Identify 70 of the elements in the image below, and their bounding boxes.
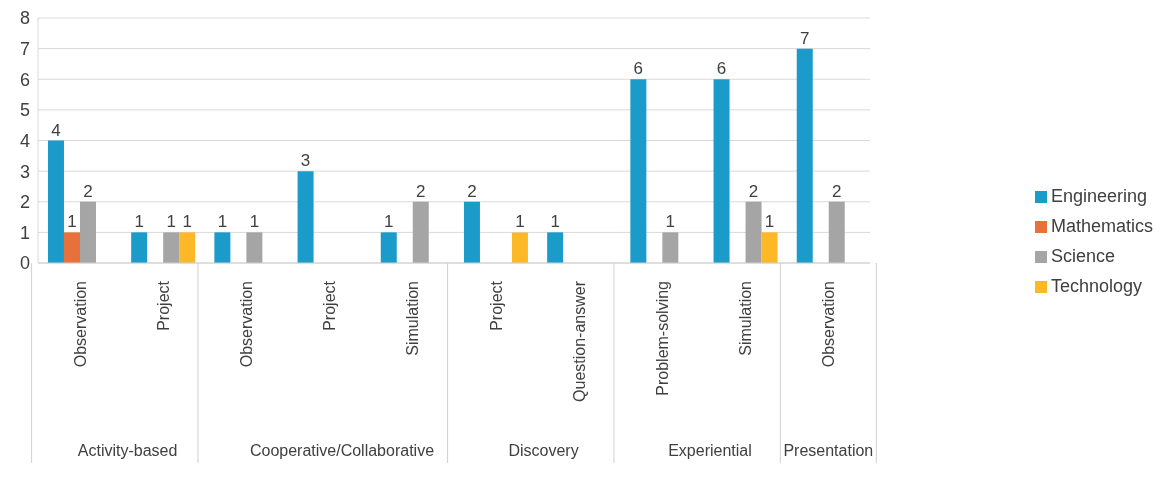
text: Presentation bbox=[783, 442, 874, 459]
text: Activity-based bbox=[77, 442, 178, 459]
data-label: 4 bbox=[51, 120, 61, 140]
y-tick-label: 0 bbox=[19, 253, 30, 274]
x-tick-label: Problem-solving bbox=[653, 281, 671, 396]
data-label: 6 bbox=[716, 59, 727, 79]
bar bbox=[713, 79, 730, 263]
y-tick-label: 3 bbox=[19, 161, 30, 182]
x-tick-label: Project bbox=[487, 280, 505, 331]
y-tick-label: 4 bbox=[19, 130, 30, 151]
y-tick-label: 7 bbox=[19, 39, 30, 60]
data-label: 1 bbox=[249, 212, 260, 232]
data-label: 1 bbox=[764, 212, 775, 232]
bar bbox=[63, 232, 80, 263]
x-tick-label: Observation bbox=[71, 281, 89, 368]
x-tick-label: Question-answer bbox=[570, 280, 588, 402]
x-tick-label: Simulation bbox=[737, 281, 755, 356]
legend-label: Engineering bbox=[1050, 185, 1148, 206]
data-label: 1 bbox=[515, 212, 525, 232]
x-tick-label: Observation bbox=[237, 281, 255, 368]
bar bbox=[179, 232, 196, 263]
bar bbox=[761, 232, 778, 263]
data-label: 1 bbox=[217, 212, 228, 232]
data-label: 1 bbox=[550, 212, 560, 232]
bar bbox=[745, 201, 762, 263]
data-label: 1 bbox=[134, 212, 144, 232]
bar bbox=[214, 232, 231, 263]
bar bbox=[246, 232, 263, 263]
data-label: 2 bbox=[83, 181, 93, 201]
bar bbox=[163, 232, 180, 263]
data-label: 2 bbox=[832, 181, 842, 201]
y-tick-label: 5 bbox=[19, 100, 30, 121]
y-tick-label: 6 bbox=[19, 69, 30, 90]
bar bbox=[131, 232, 148, 263]
x-tick-label: Project bbox=[321, 280, 339, 331]
bar bbox=[380, 232, 397, 263]
x-tick-label: Observation bbox=[820, 281, 838, 368]
legend-label: Mathematics bbox=[1050, 215, 1153, 236]
data-label: 2 bbox=[416, 181, 426, 201]
data-label: 7 bbox=[800, 28, 810, 48]
data-label: 1 bbox=[67, 212, 77, 232]
bar bbox=[630, 79, 647, 263]
bar bbox=[79, 201, 96, 263]
bar bbox=[511, 232, 528, 263]
x-tick-label: Simulation bbox=[404, 281, 422, 356]
data-label: 1 bbox=[166, 212, 176, 232]
text: Experiential bbox=[668, 442, 752, 459]
legend-label: Science bbox=[1050, 245, 1115, 266]
y-tick-label: 2 bbox=[19, 192, 30, 213]
bar bbox=[297, 171, 314, 263]
bar bbox=[547, 232, 564, 263]
data-label: 1 bbox=[182, 212, 192, 232]
legend-label: Technology bbox=[1050, 275, 1143, 296]
text: Discovery bbox=[508, 442, 579, 459]
bar bbox=[796, 48, 813, 263]
x-tick-label: Project bbox=[154, 280, 172, 331]
y-tick-label: 1 bbox=[19, 222, 30, 243]
bar bbox=[412, 201, 429, 263]
text: Cooperative/Collaborative bbox=[249, 442, 435, 459]
data-label: 1 bbox=[384, 212, 394, 232]
data-label: 2 bbox=[748, 181, 759, 201]
bar bbox=[662, 232, 679, 263]
data-label: 6 bbox=[633, 59, 644, 79]
data-label: 1 bbox=[665, 212, 676, 232]
data-label: 3 bbox=[300, 151, 311, 171]
bar bbox=[828, 201, 845, 263]
bar bbox=[47, 140, 64, 263]
y-tick-label: 8 bbox=[19, 8, 30, 29]
data-label: 2 bbox=[467, 181, 477, 201]
bar bbox=[463, 201, 480, 263]
